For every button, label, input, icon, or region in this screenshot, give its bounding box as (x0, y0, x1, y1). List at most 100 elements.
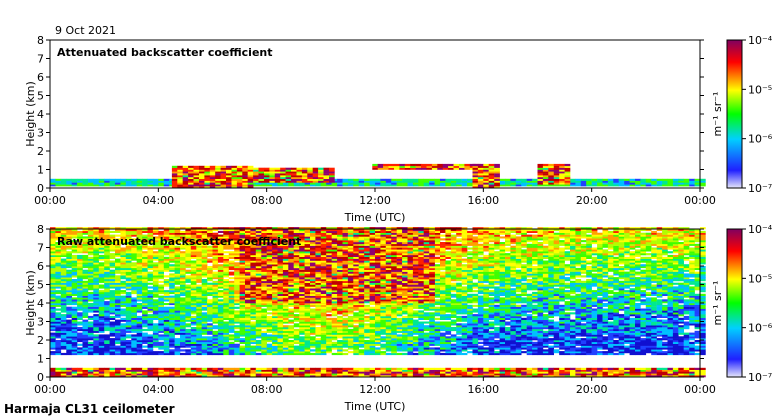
heatmap-cell (98, 279, 105, 282)
heatmap-cell (115, 330, 121, 333)
heatmap-cell (228, 264, 235, 267)
heatmap-cell (82, 230, 89, 233)
heatmap-cell (185, 243, 192, 246)
heatmap-cell (220, 175, 227, 178)
heatmap-cell (87, 269, 94, 272)
heatmap-cell (304, 352, 311, 356)
heatmap-cell (255, 303, 262, 306)
heatmap-cell (223, 351, 229, 354)
heatmap-cell (60, 178, 67, 181)
heatmap-cell (147, 301, 154, 304)
heatmap-cell (174, 280, 181, 283)
heatmap-cell (234, 306, 240, 309)
heatmap-cell (158, 234, 164, 237)
heatmap-cell (158, 297, 164, 300)
heatmap-cell (353, 180, 359, 183)
heatmap-cell (201, 240, 208, 243)
heatmap-cell (180, 230, 186, 233)
heatmap-cell (104, 258, 110, 261)
heatmap-cell (239, 351, 246, 354)
heatmap-cell (109, 308, 116, 311)
heatmap-cell (234, 299, 240, 302)
heatmap-cell (323, 171, 330, 174)
heatmap-cell (258, 171, 265, 174)
heatmap-cell (201, 303, 208, 306)
heatmap-cell (201, 347, 208, 350)
heatmap-cell (559, 173, 565, 176)
heatmap-cell (93, 242, 99, 245)
heatmap-cell (196, 323, 202, 326)
heatmap-cell (142, 178, 148, 181)
heatmap-cell (236, 167, 243, 170)
heatmap-cell (174, 306, 181, 309)
heatmap-cell (559, 175, 565, 178)
heatmap-cell (158, 253, 164, 256)
heatmap-cell (93, 299, 99, 302)
heatmap-cell (372, 163, 378, 167)
heatmap-cell (239, 304, 246, 307)
heatmap-cell (461, 182, 468, 185)
heatmap-cell (380, 182, 387, 185)
heatmap-cell (293, 347, 300, 350)
heatmap-cell (115, 240, 121, 243)
heatmap-cell (158, 269, 164, 272)
heatmap-cell (312, 180, 319, 183)
heatmap-cell (71, 341, 78, 344)
heatmap-cell (163, 340, 170, 343)
heatmap-cell (55, 343, 62, 346)
heatmap-cell (152, 238, 159, 241)
heatmap-cell (223, 245, 229, 248)
heatmap-cell (93, 327, 99, 330)
heatmap-cell (93, 245, 99, 248)
heatmap-cell (174, 310, 181, 313)
heatmap-cell (364, 180, 370, 183)
heatmap-cell (66, 279, 72, 282)
heatmap-cell (326, 336, 332, 339)
heatmap-cell (174, 290, 181, 293)
heatmap-cell (120, 303, 127, 306)
heatmap-cell (196, 314, 202, 317)
heatmap-cell (163, 315, 170, 318)
heatmap-cell (301, 169, 308, 172)
heatmap-cell (104, 234, 110, 237)
heatmap-cell (380, 351, 387, 354)
heatmap-cell (190, 245, 197, 248)
heatmap-cell (71, 271, 78, 274)
heatmap-cell (66, 256, 72, 259)
heatmap-cell (217, 338, 224, 341)
heatmap-cell (318, 169, 324, 172)
heatmap-cell (250, 325, 257, 328)
heatmap-cell (280, 173, 286, 176)
heatmap-cell (220, 167, 227, 170)
heatmap-cell (136, 308, 143, 311)
heatmap-cell (50, 341, 56, 344)
heatmap-cell (217, 227, 224, 230)
heatmap-cell (421, 167, 427, 170)
heatmap-cell (380, 317, 387, 320)
heatmap-cell (410, 165, 416, 168)
heatmap-cell (201, 312, 208, 315)
heatmap-cell (548, 167, 554, 170)
heatmap-cell (115, 254, 121, 257)
heatmap-cell (93, 288, 99, 291)
heatmap-cell (180, 297, 186, 300)
heatmap-cell (147, 229, 154, 232)
heatmap-cell (185, 291, 192, 295)
heatmap-cell (245, 332, 251, 335)
heatmap-cell (50, 236, 56, 239)
heatmap-cell (190, 242, 197, 245)
heatmap-cell (185, 345, 192, 348)
heatmap-cell (109, 323, 116, 326)
heatmap-cell (98, 299, 105, 302)
heatmap-cell (180, 336, 186, 339)
heatmap-cell (288, 347, 294, 350)
heatmap-cell (196, 247, 202, 250)
heatmap-cell (217, 284, 224, 287)
heatmap-cell (423, 182, 430, 185)
heatmap-cell (82, 319, 89, 322)
heatmap-cell (180, 352, 186, 356)
heatmap-cell (55, 327, 62, 330)
heatmap-cell (120, 277, 127, 280)
heatmap-cell (337, 327, 343, 330)
heatmap-cell (136, 332, 143, 335)
